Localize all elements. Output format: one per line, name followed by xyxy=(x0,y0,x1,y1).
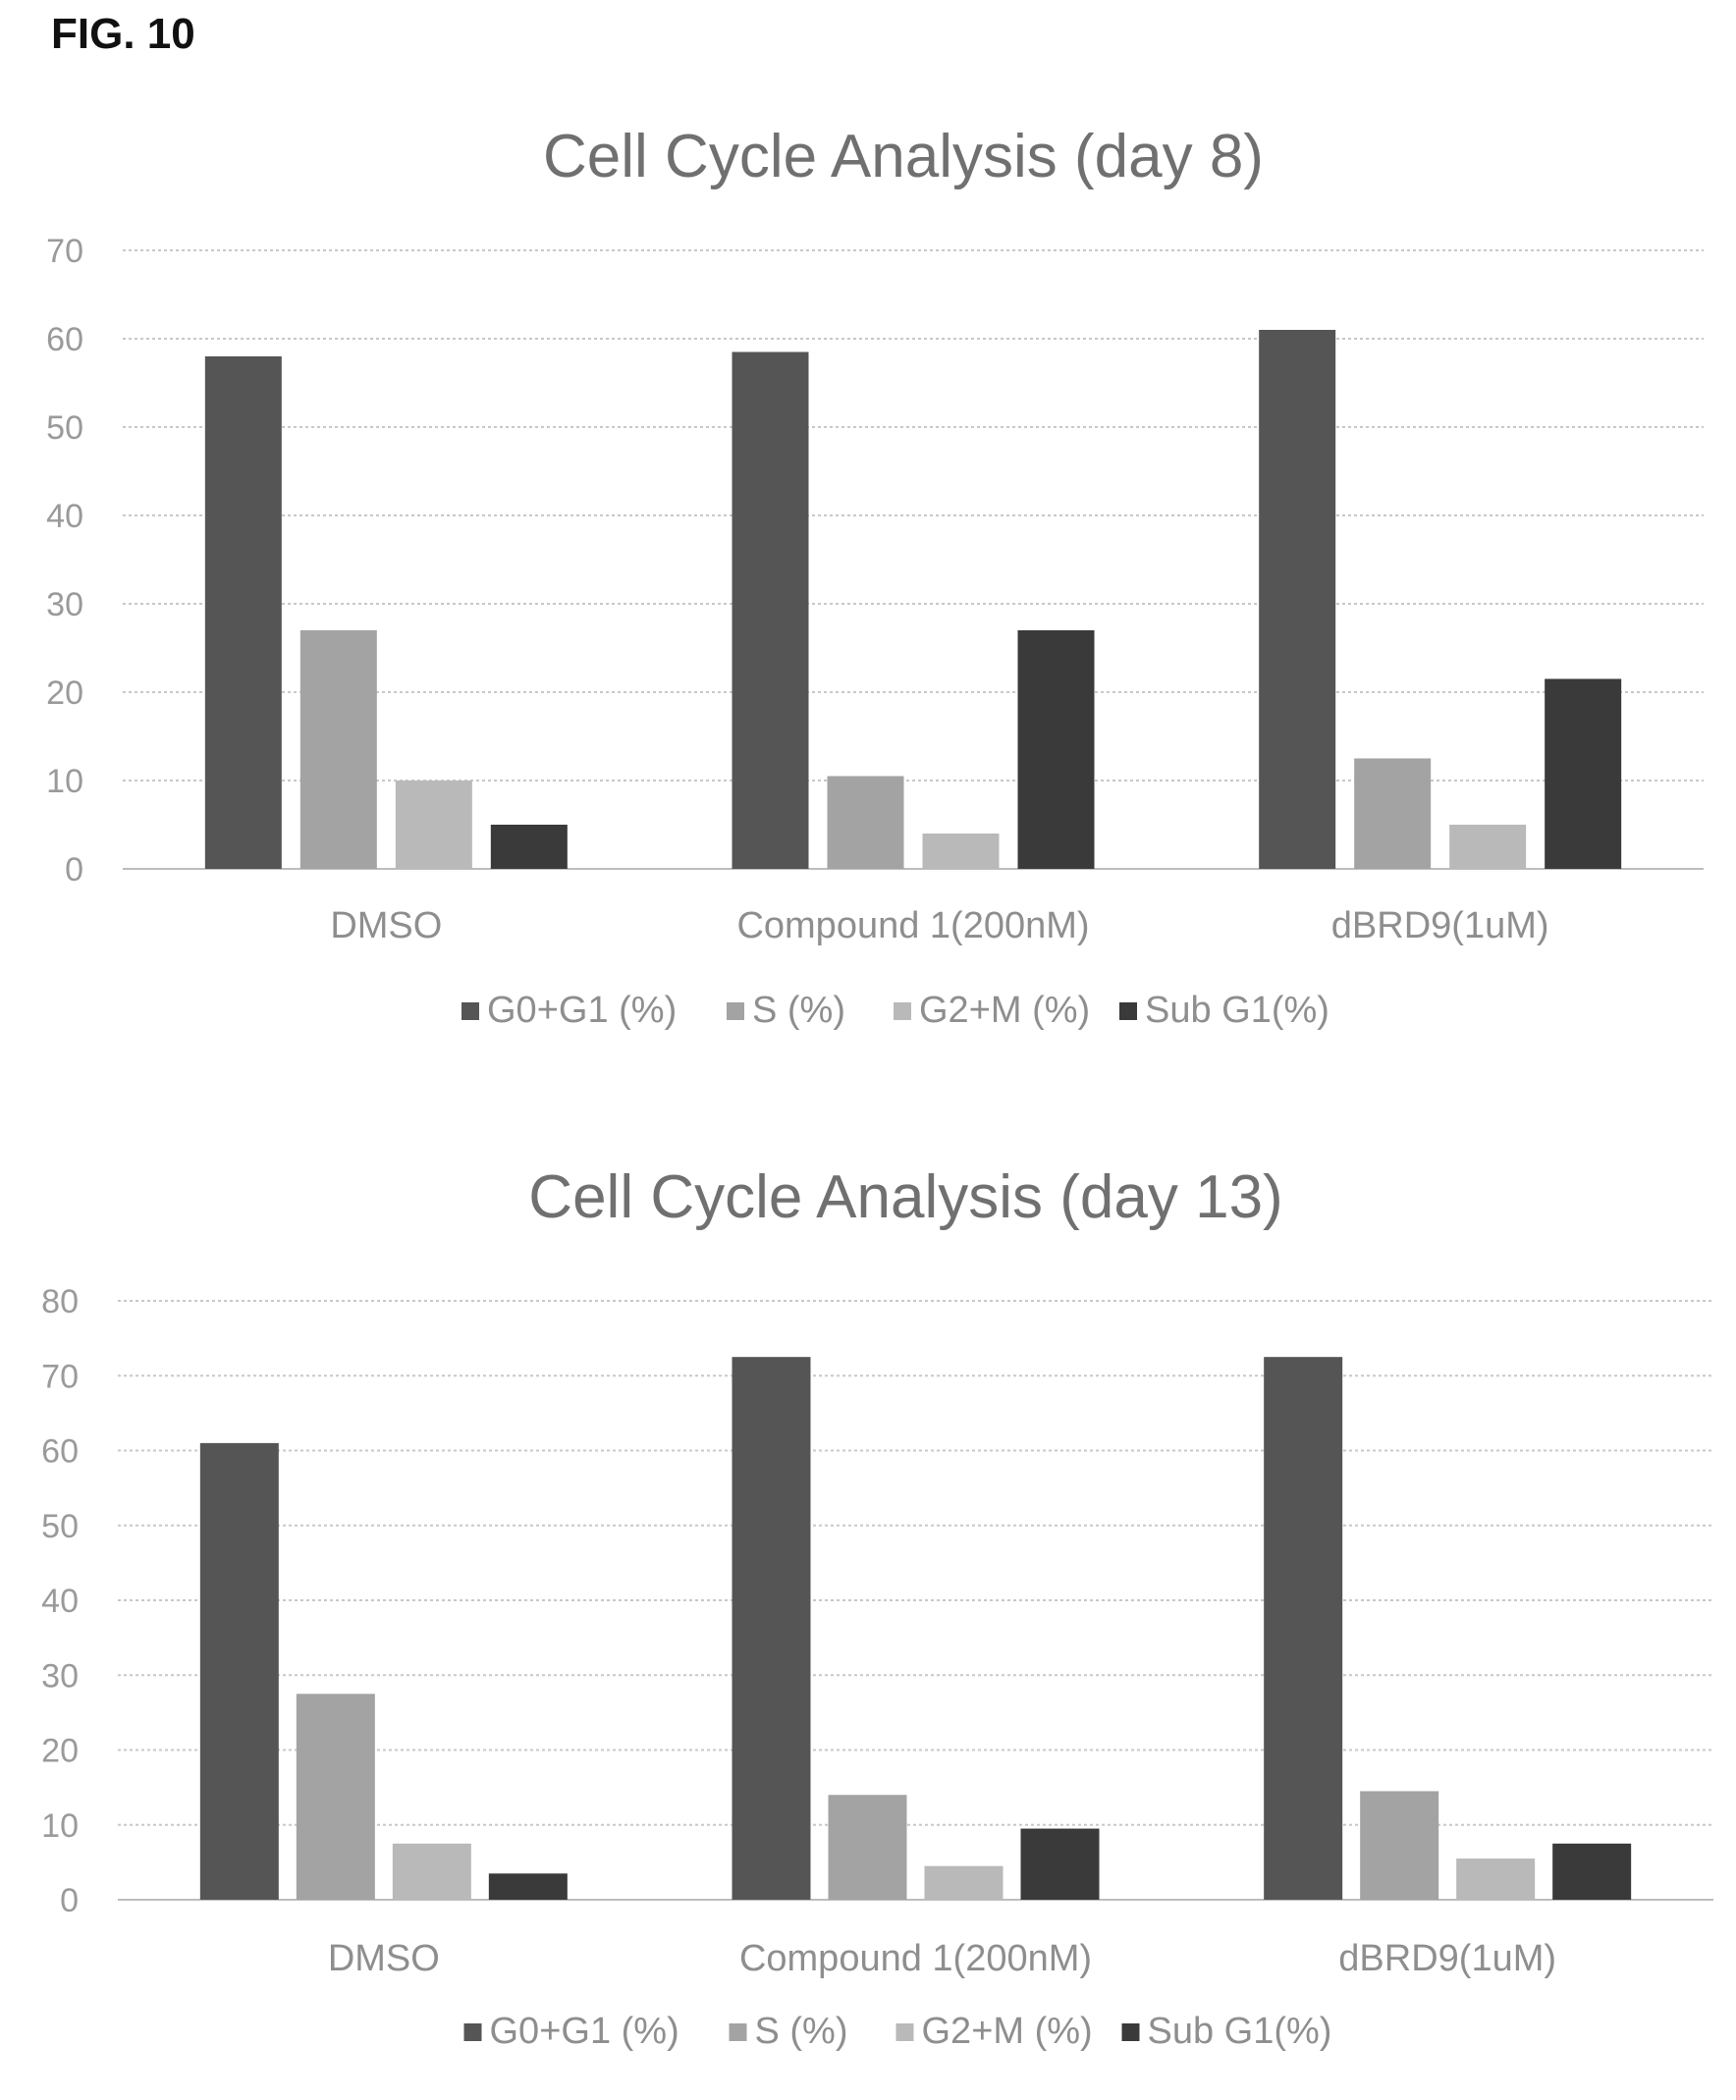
legend-swatch xyxy=(1121,2023,1140,2041)
y-tick-label: 50 xyxy=(46,409,83,447)
bar xyxy=(204,356,282,869)
legend-label: G0+G1 (%) xyxy=(490,2011,679,2052)
legend-swatch xyxy=(1119,1002,1137,1020)
x-tick-label: DMSO xyxy=(328,1938,440,1979)
bar xyxy=(392,1843,471,1900)
bar xyxy=(199,1442,279,1900)
bar xyxy=(732,351,809,869)
bar xyxy=(395,781,472,869)
figure-label: FIG. 10 xyxy=(51,10,195,58)
y-tick-label: 10 xyxy=(46,763,83,800)
y-tick-label: 30 xyxy=(46,586,83,623)
legend-swatch xyxy=(727,1002,744,1020)
bar xyxy=(828,1795,907,1900)
legend-swatch xyxy=(894,1002,911,1020)
bar xyxy=(1020,1828,1100,1900)
legend-label: G2+M (%) xyxy=(919,990,1090,1031)
bar xyxy=(1354,758,1432,869)
y-tick-label: 30 xyxy=(41,1657,79,1695)
chart-day-8: Cell Cycle Analysis (day 8) 0 10 20 30 40 50 60… xyxy=(46,123,1704,1031)
legend-label: G2+M (%) xyxy=(922,2011,1093,2052)
bar xyxy=(1264,1357,1343,1900)
bar xyxy=(1456,1858,1536,1900)
chart-title: Cell Cycle Analysis (day 13) xyxy=(528,1163,1282,1231)
bar xyxy=(732,1357,811,1900)
x-tick-label: dBRD9(1uM) xyxy=(1338,1938,1556,1979)
legend-label: G0+G1 (%) xyxy=(487,990,677,1031)
legend-swatch xyxy=(729,2023,747,2041)
bar xyxy=(1360,1791,1439,1900)
chart-title: Cell Cycle Analysis (day 8) xyxy=(543,123,1264,190)
y-tick-label: 80 xyxy=(41,1283,79,1320)
y-tick-label: 10 xyxy=(41,1807,79,1845)
legend-swatch xyxy=(461,1002,479,1020)
chart-day-13: Cell Cycle Analysis (day 13) 0 10 20 30 40 50 6… xyxy=(41,1163,1713,2052)
legend-label: S (%) xyxy=(752,990,845,1031)
bar xyxy=(1545,678,1622,869)
legend-label: S (%) xyxy=(755,2011,848,2052)
bar xyxy=(1017,630,1095,869)
bar xyxy=(488,1873,568,1900)
bar xyxy=(490,825,568,869)
legend-swatch xyxy=(895,2023,914,2041)
y-tick-label: 60 xyxy=(46,321,83,358)
y-tick-label: 40 xyxy=(46,498,83,535)
bar xyxy=(299,630,377,869)
bar xyxy=(922,834,1000,869)
y-tick-label: 40 xyxy=(41,1583,79,1620)
x-tick-label: DMSO xyxy=(330,905,442,946)
bar xyxy=(1552,1843,1632,1900)
bar xyxy=(924,1865,1004,1900)
bar xyxy=(1259,330,1336,869)
x-tick-label: Compound 1(200nM) xyxy=(736,905,1089,946)
y-tick-label: 20 xyxy=(46,674,83,712)
x-tick-label: dBRD9(1uM) xyxy=(1331,905,1549,946)
y-tick-label: 50 xyxy=(41,1508,79,1545)
y-tick-label: 60 xyxy=(41,1433,79,1471)
y-tick-label: 70 xyxy=(46,233,83,270)
y-tick-label: 0 xyxy=(65,851,83,888)
bar xyxy=(1449,825,1527,869)
y-tick-label: 70 xyxy=(41,1358,79,1395)
x-tick-label: Compound 1(200nM) xyxy=(739,1938,1092,1979)
legend-label: Sub G1(%) xyxy=(1145,990,1329,1031)
bar xyxy=(296,1694,375,1900)
y-tick-label: 0 xyxy=(60,1882,79,1919)
bar xyxy=(827,776,904,869)
y-tick-label: 20 xyxy=(41,1733,79,1770)
legend-label: Sub G1(%) xyxy=(1148,2011,1332,2052)
legend-swatch xyxy=(463,2023,482,2041)
